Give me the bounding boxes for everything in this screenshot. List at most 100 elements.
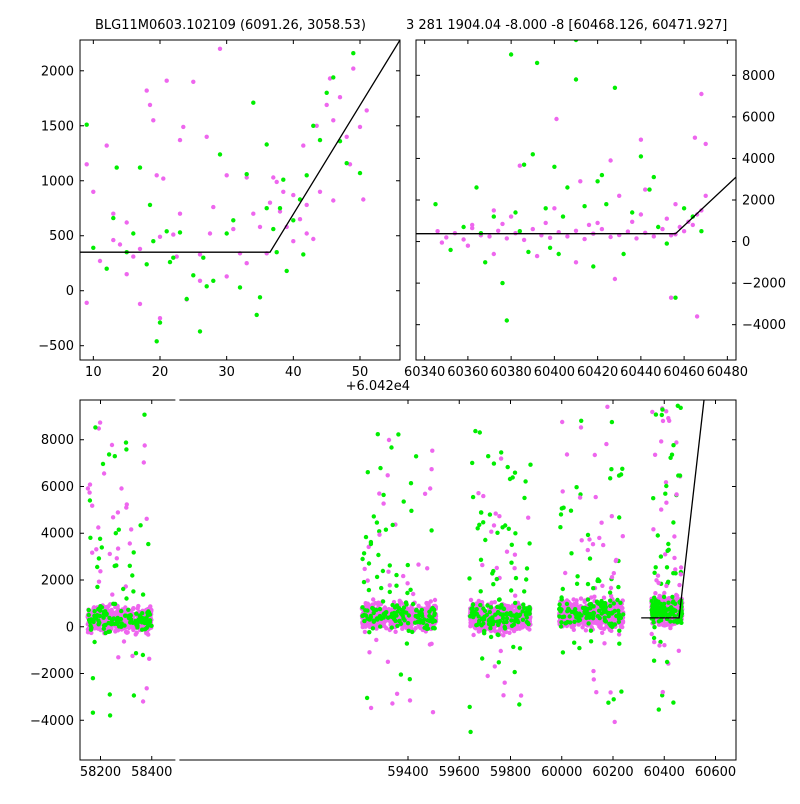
data-point-pink bbox=[692, 135, 698, 140]
data-point-green bbox=[264, 206, 269, 211]
data-point-green bbox=[357, 170, 363, 176]
data-point-green bbox=[565, 619, 570, 625]
data-point-pink bbox=[504, 549, 510, 554]
data-point-pink bbox=[106, 625, 111, 631]
data-point-pink bbox=[552, 206, 557, 211]
data-point-green bbox=[522, 495, 527, 501]
data-point-green bbox=[616, 608, 621, 613]
data-point-green bbox=[681, 206, 687, 211]
data-point-pink bbox=[590, 542, 596, 547]
data-point-green bbox=[617, 515, 622, 520]
data-point-green bbox=[368, 613, 373, 619]
data-point-green bbox=[93, 425, 98, 430]
data-point-green bbox=[131, 550, 136, 555]
data-point-green bbox=[505, 464, 510, 470]
data-point-green bbox=[101, 612, 107, 617]
data-point-pink bbox=[344, 134, 349, 139]
data-point-pink bbox=[630, 219, 635, 224]
data-point-green bbox=[486, 454, 491, 459]
data-point-pink bbox=[116, 655, 121, 660]
data-point-green bbox=[664, 613, 670, 618]
data-point-green bbox=[387, 563, 392, 568]
data-point-green bbox=[405, 590, 410, 596]
data-point-green bbox=[527, 541, 532, 546]
data-point-pink bbox=[563, 570, 568, 576]
data-point-pink bbox=[470, 225, 475, 231]
data-point-pink bbox=[591, 668, 596, 674]
axis-break-mark bbox=[175, 398, 180, 404]
data-point-pink bbox=[133, 632, 138, 637]
data-point-pink bbox=[439, 240, 445, 245]
data-point-green bbox=[378, 624, 383, 629]
data-point-green bbox=[112, 454, 118, 459]
data-point-green bbox=[481, 621, 486, 626]
data-point-green bbox=[138, 523, 143, 528]
data-point-green bbox=[664, 241, 669, 246]
data-point-green bbox=[520, 617, 526, 622]
data-point-pink bbox=[90, 550, 95, 555]
y-tick-label: 6000 bbox=[41, 480, 74, 495]
data-point-green bbox=[281, 177, 286, 182]
data-point-green bbox=[191, 273, 196, 278]
data-point-green bbox=[377, 614, 383, 619]
data-point-pink bbox=[595, 220, 600, 226]
data-point-pink bbox=[613, 558, 618, 564]
data-point-green bbox=[588, 628, 594, 633]
data-point-green bbox=[126, 615, 132, 621]
data-point-green bbox=[405, 621, 411, 626]
data-point-pink bbox=[666, 416, 671, 421]
data-point-pink bbox=[428, 486, 433, 491]
data-point-pink bbox=[599, 520, 604, 525]
data-point-green bbox=[394, 613, 399, 618]
data-point-pink bbox=[370, 602, 375, 607]
data-point-pink bbox=[365, 578, 370, 583]
data-point-pink bbox=[574, 601, 579, 606]
data-point-green bbox=[146, 620, 152, 625]
data-point-pink bbox=[496, 228, 501, 233]
data-point-pink bbox=[674, 440, 679, 445]
data-point-green bbox=[365, 470, 370, 475]
data-point-green bbox=[617, 628, 622, 633]
data-point-pink bbox=[652, 639, 657, 645]
data-point-green bbox=[565, 185, 570, 190]
data-point-green bbox=[576, 615, 581, 620]
data-point-green bbox=[395, 609, 400, 614]
data-point-green bbox=[366, 561, 372, 566]
data-point-pink bbox=[244, 261, 249, 266]
data-point-green bbox=[655, 601, 660, 606]
data-point-green bbox=[668, 455, 673, 460]
data-point-green bbox=[107, 713, 113, 718]
data-point-pink bbox=[109, 442, 115, 448]
data-point-green bbox=[515, 618, 520, 623]
data-point-pink bbox=[444, 235, 449, 240]
data-point-green bbox=[658, 554, 664, 559]
data-point-green bbox=[405, 562, 410, 568]
data-point-green bbox=[601, 609, 607, 615]
data-point-green bbox=[96, 556, 102, 561]
data-point-green bbox=[381, 611, 386, 617]
data-point-pink bbox=[560, 419, 565, 425]
data-point-green bbox=[574, 581, 580, 586]
data-point-pink bbox=[124, 272, 129, 277]
data-point-green bbox=[482, 614, 487, 619]
data-point-green bbox=[481, 520, 486, 525]
data-point-green bbox=[665, 548, 670, 553]
data-point-green bbox=[140, 592, 146, 597]
y-tick-label: 1000 bbox=[41, 174, 74, 189]
data-point-green bbox=[131, 231, 136, 236]
data-point-green bbox=[487, 512, 493, 517]
data-point-pink bbox=[560, 489, 565, 494]
data-point-green bbox=[375, 432, 380, 437]
data-point-pink bbox=[271, 175, 276, 180]
data-point-green bbox=[371, 514, 376, 519]
data-point-pink bbox=[655, 573, 661, 578]
data-point-green bbox=[588, 639, 594, 644]
data-point-green bbox=[99, 545, 105, 550]
data-point-green bbox=[366, 587, 372, 593]
data-point-pink bbox=[90, 503, 95, 508]
data-point-green bbox=[591, 586, 596, 591]
data-point-pink bbox=[164, 78, 169, 83]
data-point-green bbox=[87, 498, 93, 503]
data-point-pink bbox=[331, 118, 336, 123]
